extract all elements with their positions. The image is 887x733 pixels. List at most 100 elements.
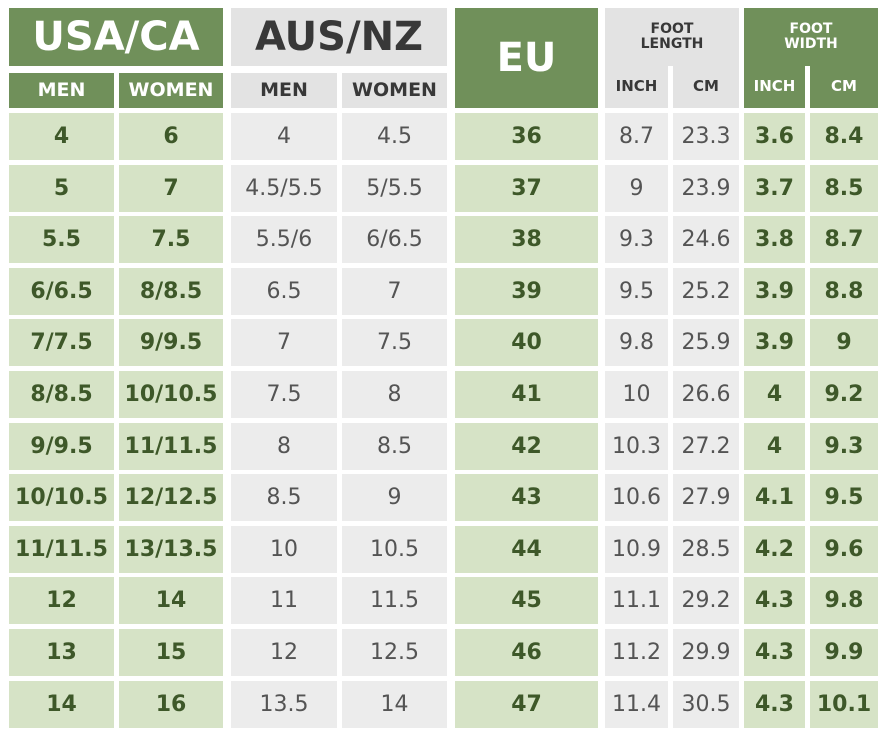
- cell-width-cm: 8.4: [810, 113, 878, 160]
- cell-width-cm: 9.9: [810, 629, 878, 676]
- cell-aus-women: 7.5: [342, 319, 447, 366]
- cell-aus-men: 13.5: [231, 681, 337, 728]
- cell-length-inch: 11.2: [605, 629, 668, 676]
- cell-width-inch: 3.6: [744, 113, 805, 160]
- cell-usa-women: 14: [119, 577, 223, 624]
- cell-aus-women: 14: [342, 681, 447, 728]
- cell-eu: 41: [455, 371, 598, 418]
- cell-length-cm: 27.9: [673, 474, 739, 521]
- cell-length-cm: 29.9: [673, 629, 739, 676]
- cell-aus-women: 4.5: [342, 113, 447, 160]
- cell-width-inch: 4.3: [744, 629, 805, 676]
- cell-length-inch: 9.8: [605, 319, 668, 366]
- header-aus-nz: AUS/NZ: [231, 8, 447, 66]
- cell-aus-women: 9: [342, 474, 447, 521]
- cell-length-cm: 26.6: [673, 371, 739, 418]
- cell-width-inch: 3.7: [744, 165, 805, 212]
- subheader-length-inch: INCH: [605, 66, 668, 108]
- cell-aus-men: 11: [231, 577, 337, 624]
- cell-eu: 43: [455, 474, 598, 521]
- cell-aus-men: 8: [231, 423, 337, 470]
- subheader-usa-women: WOMEN: [119, 73, 223, 108]
- cell-usa-women: 9/9.5: [119, 319, 223, 366]
- cell-aus-men: 10: [231, 526, 337, 573]
- cell-usa-women: 15: [119, 629, 223, 676]
- cell-aus-women: 11.5: [342, 577, 447, 624]
- subheader-width-cm: CM: [810, 66, 878, 108]
- cell-usa-men: 13: [9, 629, 114, 676]
- cell-width-cm: 8.7: [810, 216, 878, 263]
- cell-length-inch: 11.1: [605, 577, 668, 624]
- cell-usa-men: 5: [9, 165, 114, 212]
- cell-length-cm: 30.5: [673, 681, 739, 728]
- cell-usa-women: 7: [119, 165, 223, 212]
- cell-eu: 42: [455, 423, 598, 470]
- cell-eu: 40: [455, 319, 598, 366]
- cell-length-inch: 10: [605, 371, 668, 418]
- cell-usa-men: 6/6.5: [9, 268, 114, 315]
- cell-width-inch: 4.1: [744, 474, 805, 521]
- cell-aus-men: 6.5: [231, 268, 337, 315]
- cell-length-inch: 11.4: [605, 681, 668, 728]
- cell-usa-men: 5.5: [9, 216, 114, 263]
- cell-usa-men: 4: [9, 113, 114, 160]
- cell-usa-men: 8/8.5: [9, 371, 114, 418]
- cell-aus-men: 4: [231, 113, 337, 160]
- cell-usa-women: 6: [119, 113, 223, 160]
- cell-length-inch: 9.3: [605, 216, 668, 263]
- cell-usa-men: 10/10.5: [9, 474, 114, 521]
- cell-width-cm: 9.3: [810, 423, 878, 470]
- cell-aus-women: 8.5: [342, 423, 447, 470]
- cell-width-inch: 3.9: [744, 268, 805, 315]
- cell-width-inch: 4.3: [744, 577, 805, 624]
- cell-usa-women: 11/11.5: [119, 423, 223, 470]
- cell-aus-women: 6/6.5: [342, 216, 447, 263]
- cell-usa-men: 7/7.5: [9, 319, 114, 366]
- cell-aus-men: 8.5: [231, 474, 337, 521]
- cell-length-cm: 29.2: [673, 577, 739, 624]
- cell-width-cm: 9.8: [810, 577, 878, 624]
- cell-eu: 36: [455, 113, 598, 160]
- subheader-usa-men: MEN: [9, 73, 114, 108]
- cell-eu: 37: [455, 165, 598, 212]
- cell-length-inch: 8.7: [605, 113, 668, 160]
- cell-width-inch: 3.9: [744, 319, 805, 366]
- cell-length-inch: 10.9: [605, 526, 668, 573]
- cell-aus-men: 12: [231, 629, 337, 676]
- cell-width-cm: 9.2: [810, 371, 878, 418]
- cell-usa-men: 9/9.5: [9, 423, 114, 470]
- cell-width-inch: 3.8: [744, 216, 805, 263]
- header-foot-width: FOOT WIDTH: [744, 8, 878, 66]
- cell-length-inch: 9: [605, 165, 668, 212]
- cell-aus-women: 10.5: [342, 526, 447, 573]
- cell-usa-women: 10/10.5: [119, 371, 223, 418]
- cell-width-inch: 4.2: [744, 526, 805, 573]
- cell-eu: 47: [455, 681, 598, 728]
- cell-length-inch: 10.6: [605, 474, 668, 521]
- cell-width-cm: 8.5: [810, 165, 878, 212]
- header-eu: EU: [455, 8, 598, 108]
- cell-width-cm: 9.5: [810, 474, 878, 521]
- cell-aus-women: 5/5.5: [342, 165, 447, 212]
- header-foot-length: FOOT LENGTH: [605, 8, 739, 66]
- cell-usa-men: 12: [9, 577, 114, 624]
- cell-usa-women: 8/8.5: [119, 268, 223, 315]
- cell-width-inch: 4.3: [744, 681, 805, 728]
- cell-length-cm: 23.3: [673, 113, 739, 160]
- cell-length-cm: 23.9: [673, 165, 739, 212]
- cell-usa-women: 7.5: [119, 216, 223, 263]
- cell-usa-men: 11/11.5: [9, 526, 114, 573]
- subheader-aus-women: WOMEN: [342, 73, 447, 108]
- cell-length-cm: 24.6: [673, 216, 739, 263]
- cell-usa-women: 12/12.5: [119, 474, 223, 521]
- cell-usa-women: 13/13.5: [119, 526, 223, 573]
- cell-eu: 46: [455, 629, 598, 676]
- cell-aus-men: 7.5: [231, 371, 337, 418]
- cell-length-inch: 10.3: [605, 423, 668, 470]
- cell-eu: 44: [455, 526, 598, 573]
- cell-width-inch: 4: [744, 371, 805, 418]
- subheader-length-cm: CM: [673, 66, 739, 108]
- cell-eu: 39: [455, 268, 598, 315]
- cell-width-cm: 9: [810, 319, 878, 366]
- cell-width-cm: 8.8: [810, 268, 878, 315]
